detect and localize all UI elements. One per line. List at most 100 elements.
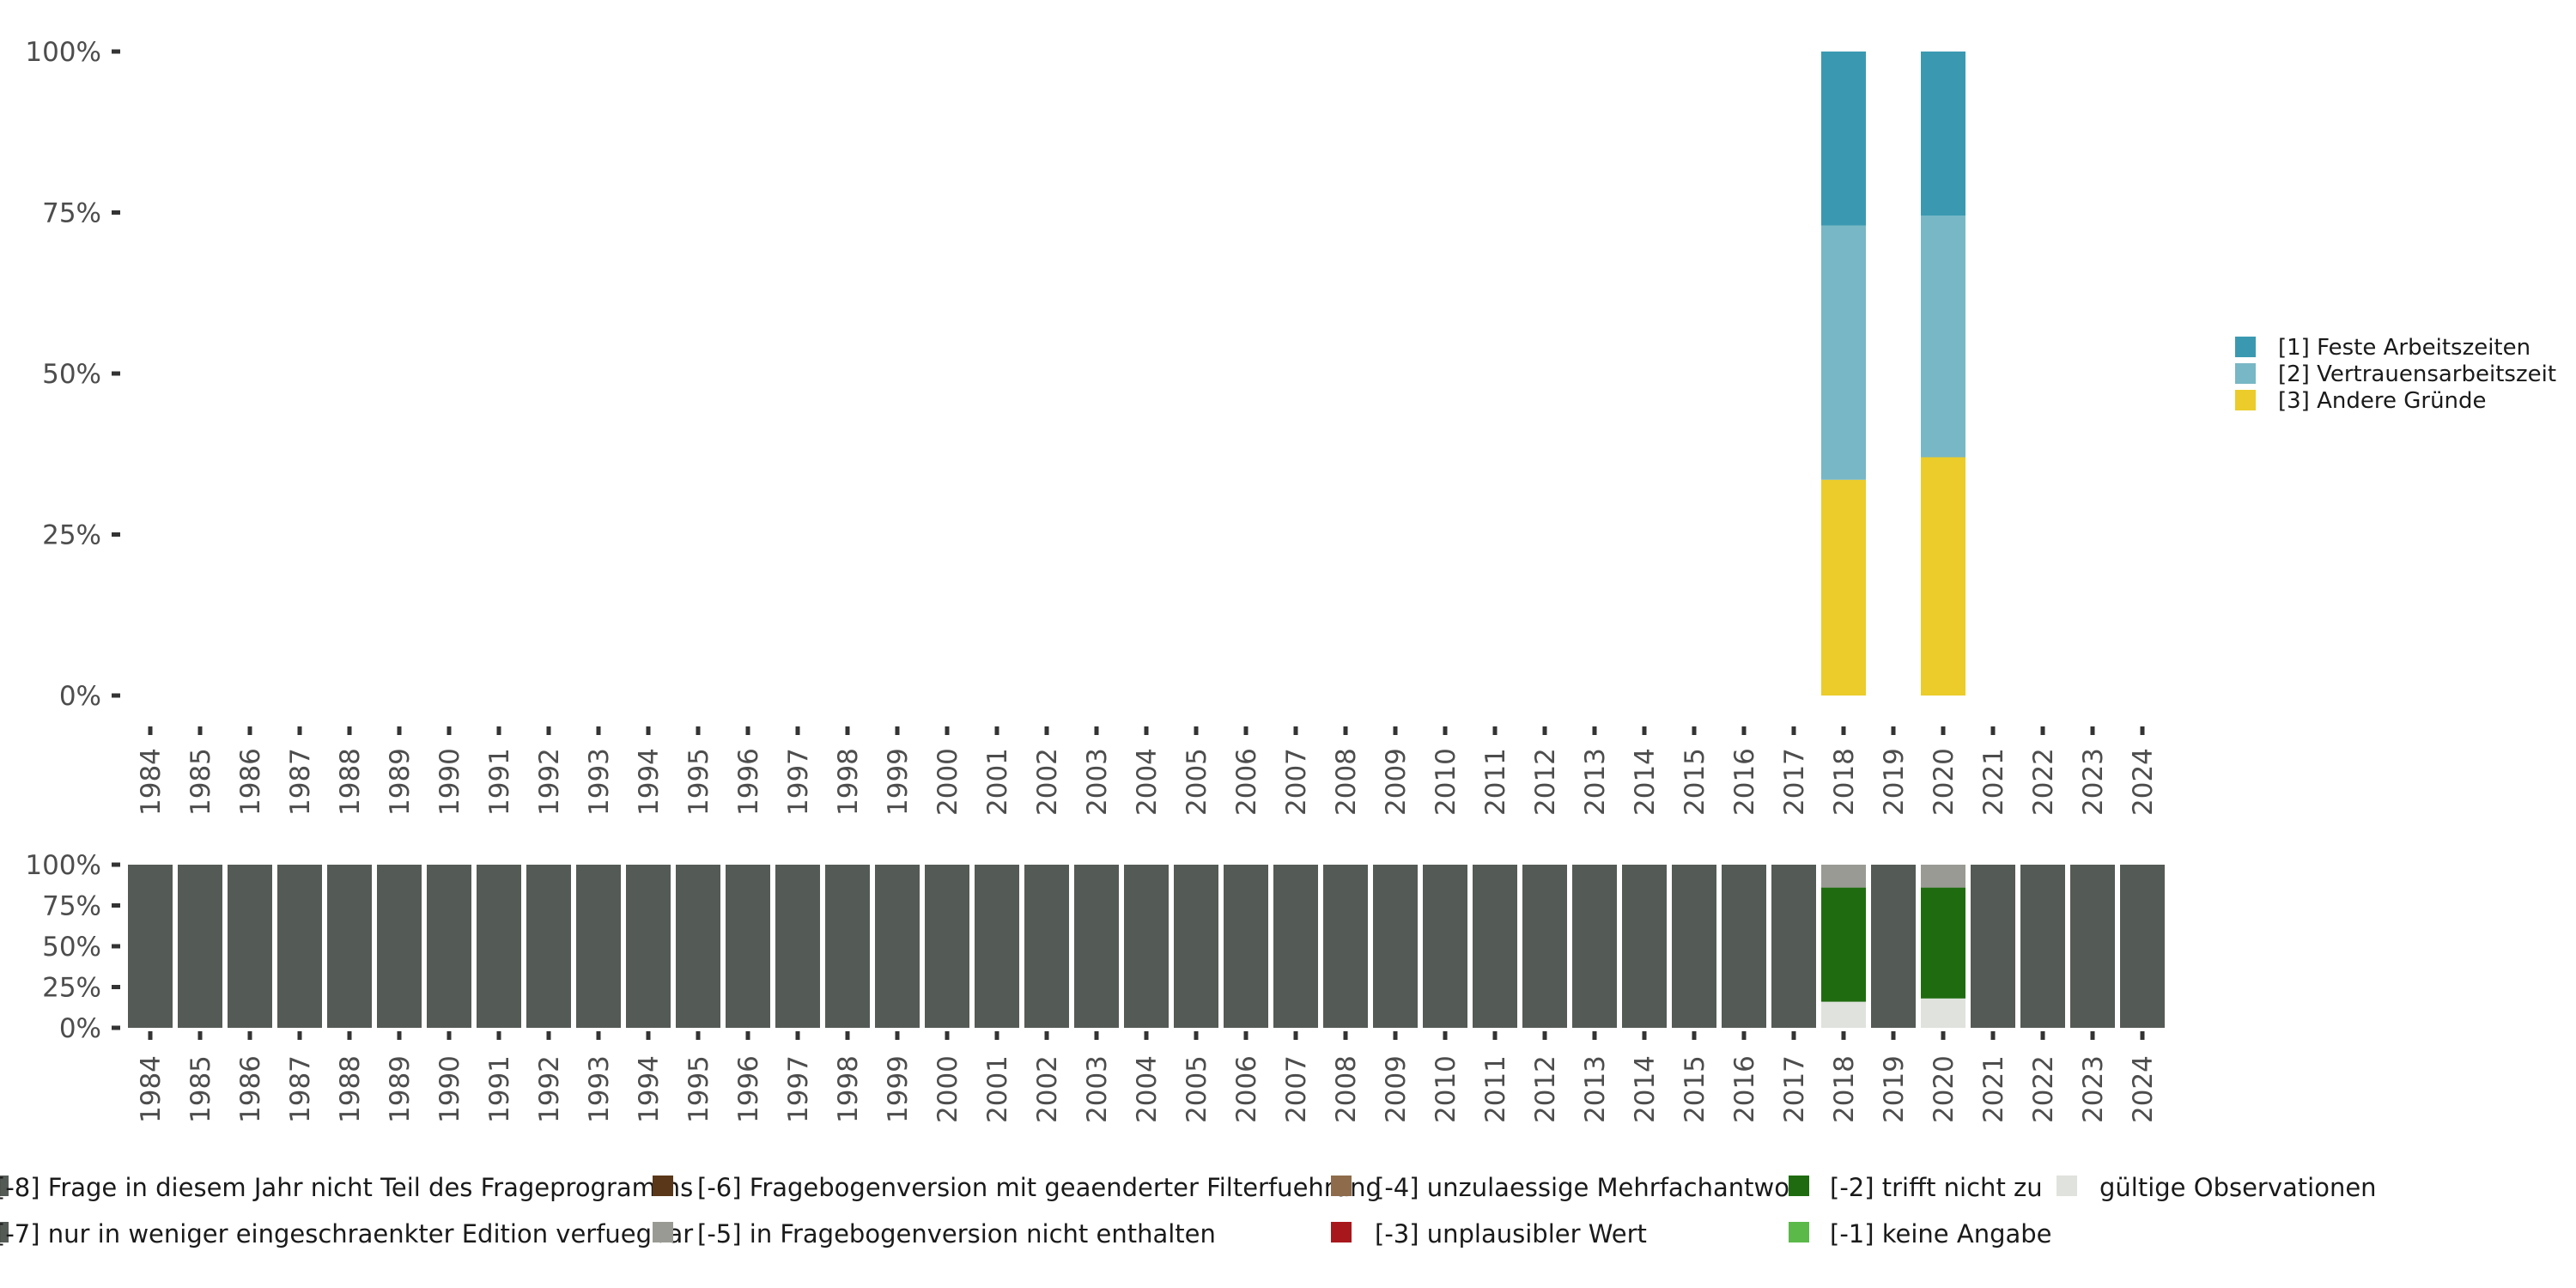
legend-label: [-2] trifft nicht zu [1830,1173,2043,1202]
top-x-tick-label: 2021 [1978,748,2009,816]
top-x-tick-label: 2023 [2078,748,2109,816]
bottom-y-tick-label: 50% [42,932,101,963]
bottom-x-tick-label: 1985 [185,1055,216,1123]
bottom-x-tick-label: 2003 [1082,1055,1113,1123]
top-y-tick-label: 75% [42,198,101,229]
bottom-x-tick-label: 1987 [285,1055,316,1123]
bottom-x-tick-label: 1999 [883,1055,914,1123]
bottom-x-tick-label: 2007 [1281,1055,1312,1123]
bottom-x-tick-label: 2023 [2078,1055,2109,1123]
top-x-tick-label: 1992 [534,748,565,816]
top-x-tick-label: 2022 [2028,748,2059,816]
top-bar-segment [1821,52,1866,226]
legend-label: [-8] Frage in diesem Jahr nicht Teil des… [0,1173,693,1202]
top-x-tick-label: 2006 [1231,748,1262,816]
bottom-y-tick-label: 25% [42,973,101,1004]
bottom-y-tick-label: 100% [25,850,101,881]
bottom-bar-segment [875,865,920,1028]
top-x-tick-label: 2016 [1729,748,1760,816]
bottom-x-tick-label: 1990 [434,1055,465,1123]
legend-label: gültige Observationen [2099,1173,2377,1202]
bottom-x-tick-label: 2008 [1331,1055,1362,1123]
legend-label: [-5] in Fragebogenversion nicht enthalte… [697,1219,1216,1249]
legend-label: [-4] unzulaessige Mehrfachantwort [1375,1173,1809,1202]
bottom-x-tick-label: 2020 [1929,1055,1959,1123]
bottom-x-tick-label: 1986 [235,1055,266,1123]
bottom-bar-segment [178,865,222,1028]
bottom-x-tick-label: 1997 [783,1055,814,1123]
top-x-tick-label: 2007 [1281,748,1312,816]
bottom-x-tick-label: 2010 [1431,1055,1461,1123]
top-y-tick-label: 100% [25,37,101,68]
bottom-bar-segment [1024,865,1069,1028]
top-x-tick-label: 1997 [783,748,814,816]
bottom-bar-segment [1522,865,1567,1028]
bottom-y-tick-label: 0% [59,1013,101,1044]
top-x-tick-label: 1993 [584,748,615,816]
bottom-bar-segment [1124,865,1169,1028]
bottom-bar-segment [1323,865,1368,1028]
top-x-tick-label: 2004 [1132,748,1163,816]
bottom-bar-segment [975,865,1019,1028]
top-y-tick-label: 0% [59,681,101,712]
top-chart: 0% 25% 50% 75% 100% 1984 1985 1986 1987 1988 1989 1… [25,37,2159,816]
top-x-tick-label: 2018 [1829,748,1860,816]
bottom-x-tick-label: 2006 [1231,1055,1262,1123]
legend-swatch [653,1222,673,1242]
bottom-bar-segment [2070,865,2115,1028]
top-x-tick-label: 1991 [484,748,515,816]
bottom-x-tick-label: 2011 [1480,1055,1511,1123]
bottom-bar-segment [2020,865,2065,1028]
top-bar-segment [1921,52,1965,216]
bottom-x-tick-label: 2001 [982,1055,1013,1123]
legend-label: [-3] unplausibler Wert [1375,1219,1647,1249]
bottom-bar-segment [576,865,621,1028]
top-x-tick-label: 2024 [2128,748,2159,816]
bottom-bar-segment [1821,887,1866,1002]
top-x-tick-label: 1998 [833,748,864,816]
top-x-tick-label: 1990 [434,748,465,816]
legend-swatch [2235,390,2256,410]
bottom-legend: [-8] Frage in diesem Jahr nicht Teil des… [0,1173,2377,1249]
top-x-tick-label: 1989 [385,748,416,816]
legend-swatch [653,1176,673,1196]
legend-swatch [1331,1222,1352,1242]
bottom-bar-segment [1572,865,1617,1028]
bottom-x-tick-label: 1996 [733,1055,764,1123]
top-x-tick-label: 2011 [1480,748,1511,816]
top-x-tick-label: 1987 [285,748,316,816]
bottom-bar-segment [1473,865,1517,1028]
bottom-bar-segment [277,865,322,1028]
top-x-tick-label: 2000 [933,748,963,816]
top-x-tick-label: 2010 [1431,748,1461,816]
bottom-x-tick-label: 1993 [584,1055,615,1123]
legend-swatch [1331,1176,1352,1196]
bottom-x-tick-label: 1992 [534,1055,565,1123]
legend-label: [3] Andere Gründe [2278,388,2487,414]
bottom-bar-segment [427,865,471,1028]
bottom-x-tick-label: 1994 [634,1055,665,1123]
legend-label: [1] Feste Arbeitszeiten [2278,335,2530,361]
top-x-tick-label: 1984 [136,748,167,816]
bottom-bar-segment [228,865,272,1028]
top-bar-segment [1821,479,1866,696]
legend-swatch [2057,1176,2077,1196]
bottom-x-tick-label: 2018 [1829,1055,1860,1123]
bottom-bar-segment [128,865,173,1028]
bottom-bar-segment [1722,865,1766,1028]
top-x-tick-label: 1995 [683,748,714,816]
legend-swatch [2235,337,2256,357]
top-x-tick-label: 2013 [1580,748,1611,816]
top-x-tick-label: 2008 [1331,748,1362,816]
bottom-x-tick-label: 2015 [1680,1055,1710,1123]
bottom-bar-segment [1921,865,1965,888]
bottom-chart: 0% 25% 50% 75% 100% 1984 1985 1986 1987 1988 1989 1… [25,850,2165,1123]
bottom-bar-segment [1423,865,1467,1028]
bottom-x-tick-label: 1989 [385,1055,416,1123]
top-bar-segment [1921,216,1965,458]
bottom-bar-segment [526,865,571,1028]
bottom-bar-segment [1871,865,1916,1028]
bottom-x-tick-label: 1995 [683,1055,714,1123]
bottom-bar-segment [477,865,521,1028]
top-y-tick-label: 50% [42,359,101,390]
